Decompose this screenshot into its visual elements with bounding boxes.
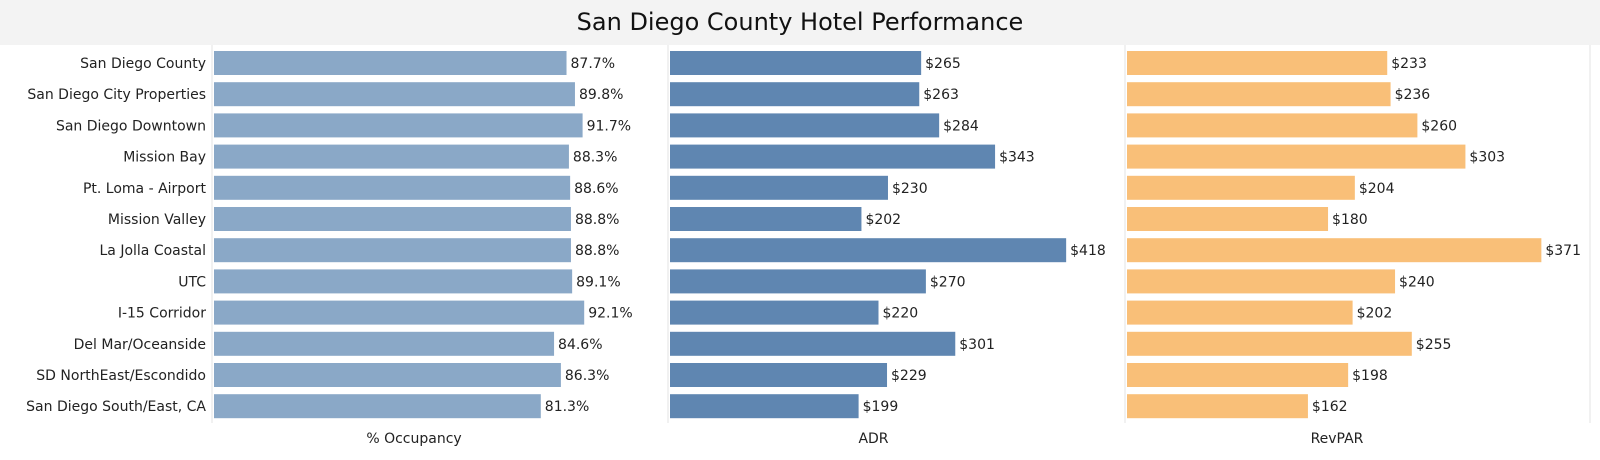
value-label: $233: [1391, 56, 1427, 72]
value-label: $265: [925, 56, 961, 72]
value-label: $270: [930, 274, 966, 290]
bar: [214, 82, 575, 107]
value-label: $263: [923, 87, 959, 103]
title-bar: [0, 0, 1600, 45]
value-label: $301: [959, 337, 995, 353]
bar: [670, 207, 862, 231]
bar: [1127, 238, 1542, 263]
category-label: La Jolla Coastal: [99, 243, 206, 259]
value-label: $418: [1070, 243, 1106, 259]
value-label: $162: [1312, 399, 1348, 415]
category-label: UTC: [178, 274, 206, 290]
value-label: $236: [1395, 87, 1431, 103]
value-label: $240: [1399, 274, 1435, 290]
value-label: $284: [943, 118, 979, 134]
category-label: SD NorthEast/Escondido: [36, 368, 206, 384]
category-label: San Diego City Properties: [27, 87, 206, 103]
value-label: $204: [1359, 181, 1395, 197]
bar: [214, 51, 567, 75]
category-label: I-15 Corridor: [118, 306, 206, 322]
bar: [214, 144, 569, 169]
bar: [1127, 300, 1353, 325]
value-label: 89.8%: [579, 87, 623, 103]
category-label: San Diego Downtown: [56, 118, 206, 134]
value-label: $180: [1332, 212, 1368, 228]
category-label: Mission Bay: [123, 150, 206, 166]
bar: [1127, 207, 1329, 231]
value-label: $199: [863, 399, 899, 415]
bar: [1127, 175, 1355, 200]
bar: [214, 269, 573, 294]
category-label: Del Mar/Oceanside: [74, 337, 206, 353]
value-label: 84.6%: [558, 337, 602, 353]
axis-title: % Occupancy: [366, 431, 461, 447]
value-label: 86.3%: [565, 368, 609, 384]
bar: [670, 331, 956, 356]
bar: [1127, 269, 1396, 294]
category-label: San Diego County: [80, 56, 206, 72]
bar: [1127, 394, 1308, 419]
value-label: $255: [1416, 337, 1452, 353]
bar: [214, 363, 561, 387]
bar: [670, 175, 888, 200]
bar: [670, 300, 879, 325]
bar: [1127, 144, 1466, 169]
bar: [214, 113, 583, 138]
value-label: 92.1%: [588, 306, 632, 322]
bar: [670, 51, 922, 75]
bar: [214, 238, 571, 263]
bar: [670, 269, 926, 294]
axis-title: RevPAR: [1311, 431, 1364, 447]
bar: [214, 331, 555, 356]
value-label: 87.7%: [571, 56, 615, 72]
axis-title: ADR: [858, 431, 888, 447]
bar: [670, 82, 920, 107]
value-label: $229: [891, 368, 927, 384]
value-label: $343: [999, 150, 1035, 166]
category-label: San Diego South/East, CA: [26, 399, 206, 415]
value-label: $220: [883, 306, 919, 322]
bar: [670, 113, 940, 138]
bar: [1127, 331, 1412, 356]
bar: [1127, 113, 1418, 138]
bar: [214, 300, 585, 325]
value-label: 88.8%: [575, 212, 619, 228]
value-label: 88.6%: [574, 181, 618, 197]
bar: [214, 207, 571, 231]
value-label: $202: [865, 212, 901, 228]
hotel-performance-chart: San Diego County San Diego City Propertie…: [26, 45, 1591, 447]
value-label: $371: [1545, 243, 1581, 259]
bar: [1127, 82, 1391, 107]
value-label: $303: [1469, 150, 1505, 166]
category-label: Mission Valley: [108, 212, 206, 228]
value-label: 89.1%: [576, 274, 620, 290]
value-label: 81.3%: [545, 399, 589, 415]
category-label: Pt. Loma - Airport: [83, 181, 207, 197]
value-label: $260: [1421, 118, 1457, 134]
bar: [670, 394, 859, 419]
value-label: 91.7%: [587, 118, 631, 134]
value-label: $202: [1357, 306, 1393, 322]
value-label: 88.3%: [573, 150, 617, 166]
bar: [214, 175, 571, 200]
bar: [214, 394, 541, 419]
bar: [670, 238, 1067, 263]
bar: [670, 363, 888, 387]
bar: [670, 144, 996, 169]
value-label: 88.8%: [575, 243, 619, 259]
chart-title: San Diego County Hotel Performance: [576, 8, 1024, 36]
bar: [1127, 363, 1349, 387]
bar: [1127, 51, 1388, 75]
value-label: $230: [892, 181, 928, 197]
value-label: $198: [1352, 368, 1388, 384]
